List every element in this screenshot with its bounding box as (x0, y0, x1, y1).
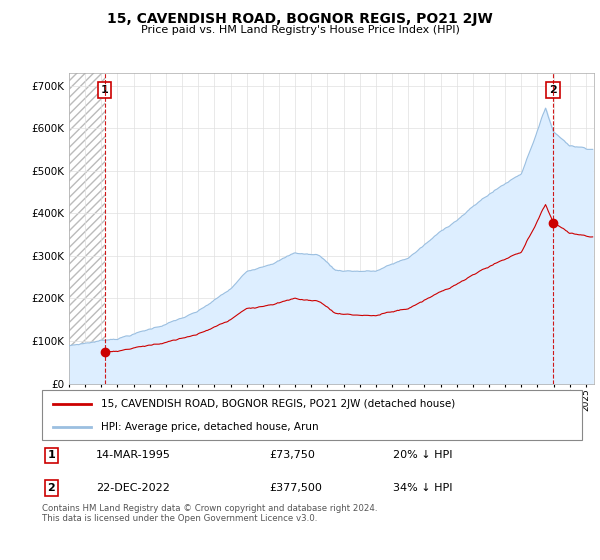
Text: 14-MAR-1995: 14-MAR-1995 (96, 450, 171, 460)
Text: 1: 1 (47, 450, 55, 460)
Text: 2: 2 (549, 85, 557, 95)
Text: 1: 1 (101, 85, 109, 95)
Text: 15, CAVENDISH ROAD, BOGNOR REGIS, PO21 2JW: 15, CAVENDISH ROAD, BOGNOR REGIS, PO21 2… (107, 12, 493, 26)
Text: 20% ↓ HPI: 20% ↓ HPI (393, 450, 452, 460)
Text: HPI: Average price, detached house, Arun: HPI: Average price, detached house, Arun (101, 422, 319, 432)
Text: Contains HM Land Registry data © Crown copyright and database right 2024.
This d: Contains HM Land Registry data © Crown c… (42, 504, 377, 524)
Text: 34% ↓ HPI: 34% ↓ HPI (393, 483, 452, 493)
Text: Price paid vs. HM Land Registry's House Price Index (HPI): Price paid vs. HM Land Registry's House … (140, 25, 460, 35)
Text: 15, CAVENDISH ROAD, BOGNOR REGIS, PO21 2JW (detached house): 15, CAVENDISH ROAD, BOGNOR REGIS, PO21 2… (101, 399, 455, 409)
Text: £73,750: £73,750 (269, 450, 314, 460)
Text: 2: 2 (47, 483, 55, 493)
FancyBboxPatch shape (42, 390, 582, 440)
Text: 22-DEC-2022: 22-DEC-2022 (96, 483, 170, 493)
Text: £377,500: £377,500 (269, 483, 322, 493)
